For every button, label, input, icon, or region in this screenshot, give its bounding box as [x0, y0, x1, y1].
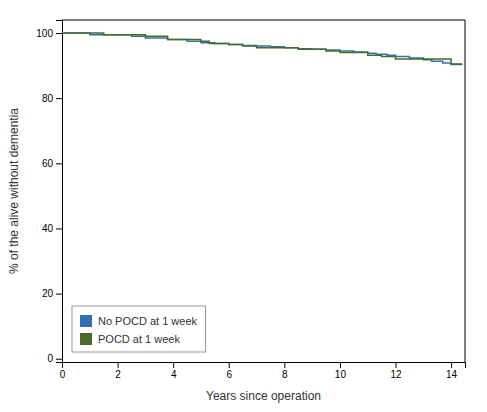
- legend-items: No POCD at 1 week POCD at 1 week: [80, 315, 198, 345]
- tick: 14: [446, 362, 458, 380]
- plot: 0 2 4 6 8 10 12 14 0 20 40 60 80 100 Years since opera…: [7, 20, 466, 403]
- legend: No POCD at 1 week POCD at 1 week: [72, 306, 206, 352]
- tick: 10: [335, 362, 347, 380]
- tick-label: 2: [115, 369, 121, 380]
- chart: 0 2 4 6 8 10 12 14 0 20 40 60 80 100 Years since opera…: [0, 0, 487, 412]
- tick-label: 14: [446, 369, 458, 380]
- y-axis-title: % of the alive without dementia: [7, 108, 21, 274]
- tick-mark: [56, 359, 62, 360]
- legend-label: No POCD at 1 week: [98, 315, 198, 327]
- tick-mark: [56, 98, 62, 99]
- tick-mark: [118, 362, 119, 368]
- tick-mark: [56, 294, 62, 295]
- tick: 0: [47, 353, 62, 364]
- lines: [62, 33, 462, 65]
- tick-label: 0: [47, 353, 53, 364]
- line-series: [62, 33, 462, 65]
- tick-label: 100: [36, 28, 53, 39]
- tick-label: 20: [42, 288, 54, 299]
- tick-mark: [56, 33, 62, 34]
- tick: 8: [282, 362, 288, 380]
- tick: 2: [115, 362, 121, 380]
- frame-right: [465, 20, 466, 362]
- tick-mark: [56, 163, 62, 164]
- tick-label: 8: [282, 369, 288, 380]
- tick: 40: [42, 223, 62, 234]
- legend-item: POCD at 1 week: [80, 333, 180, 345]
- tick-mark: [173, 362, 174, 368]
- tick-label: 10: [335, 369, 347, 380]
- x-axis: 0 2 4 6 8 10 12 14: [60, 362, 466, 380]
- tick-mark: [229, 362, 230, 368]
- line-series: [62, 33, 462, 64]
- axis-line: [63, 363, 466, 369]
- tick-mark: [284, 362, 285, 368]
- tick: 0: [60, 362, 66, 380]
- tick-label: 6: [226, 369, 232, 380]
- x-axis-title: Years since operation: [206, 389, 321, 403]
- tick-label: 80: [42, 93, 54, 104]
- y-axis: 0 20 40 60 80 100: [36, 21, 62, 365]
- tick: 80: [42, 93, 62, 104]
- legend-item: No POCD at 1 week: [80, 315, 198, 327]
- tick-label: 0: [60, 369, 66, 380]
- tick-mark: [451, 362, 452, 368]
- axis-line: [56, 21, 63, 363]
- tick: 4: [171, 362, 177, 380]
- frame-top: [62, 20, 465, 21]
- tick: 60: [42, 158, 62, 169]
- legend-label: POCD at 1 week: [98, 333, 180, 345]
- legend-swatch: [80, 333, 92, 345]
- legend-swatch: [80, 315, 92, 327]
- tick: 100: [36, 28, 62, 39]
- tick-mark: [340, 362, 341, 368]
- tick-mark: [56, 228, 62, 229]
- tick: 6: [226, 362, 232, 380]
- tick: 20: [42, 288, 62, 299]
- tick-label: 40: [42, 223, 54, 234]
- tick: 12: [390, 362, 402, 380]
- tick-label: 4: [171, 369, 177, 380]
- tick-mark: [396, 362, 397, 368]
- legend-frame: [72, 306, 206, 352]
- tick-label: 60: [42, 158, 54, 169]
- tick-label: 12: [390, 369, 402, 380]
